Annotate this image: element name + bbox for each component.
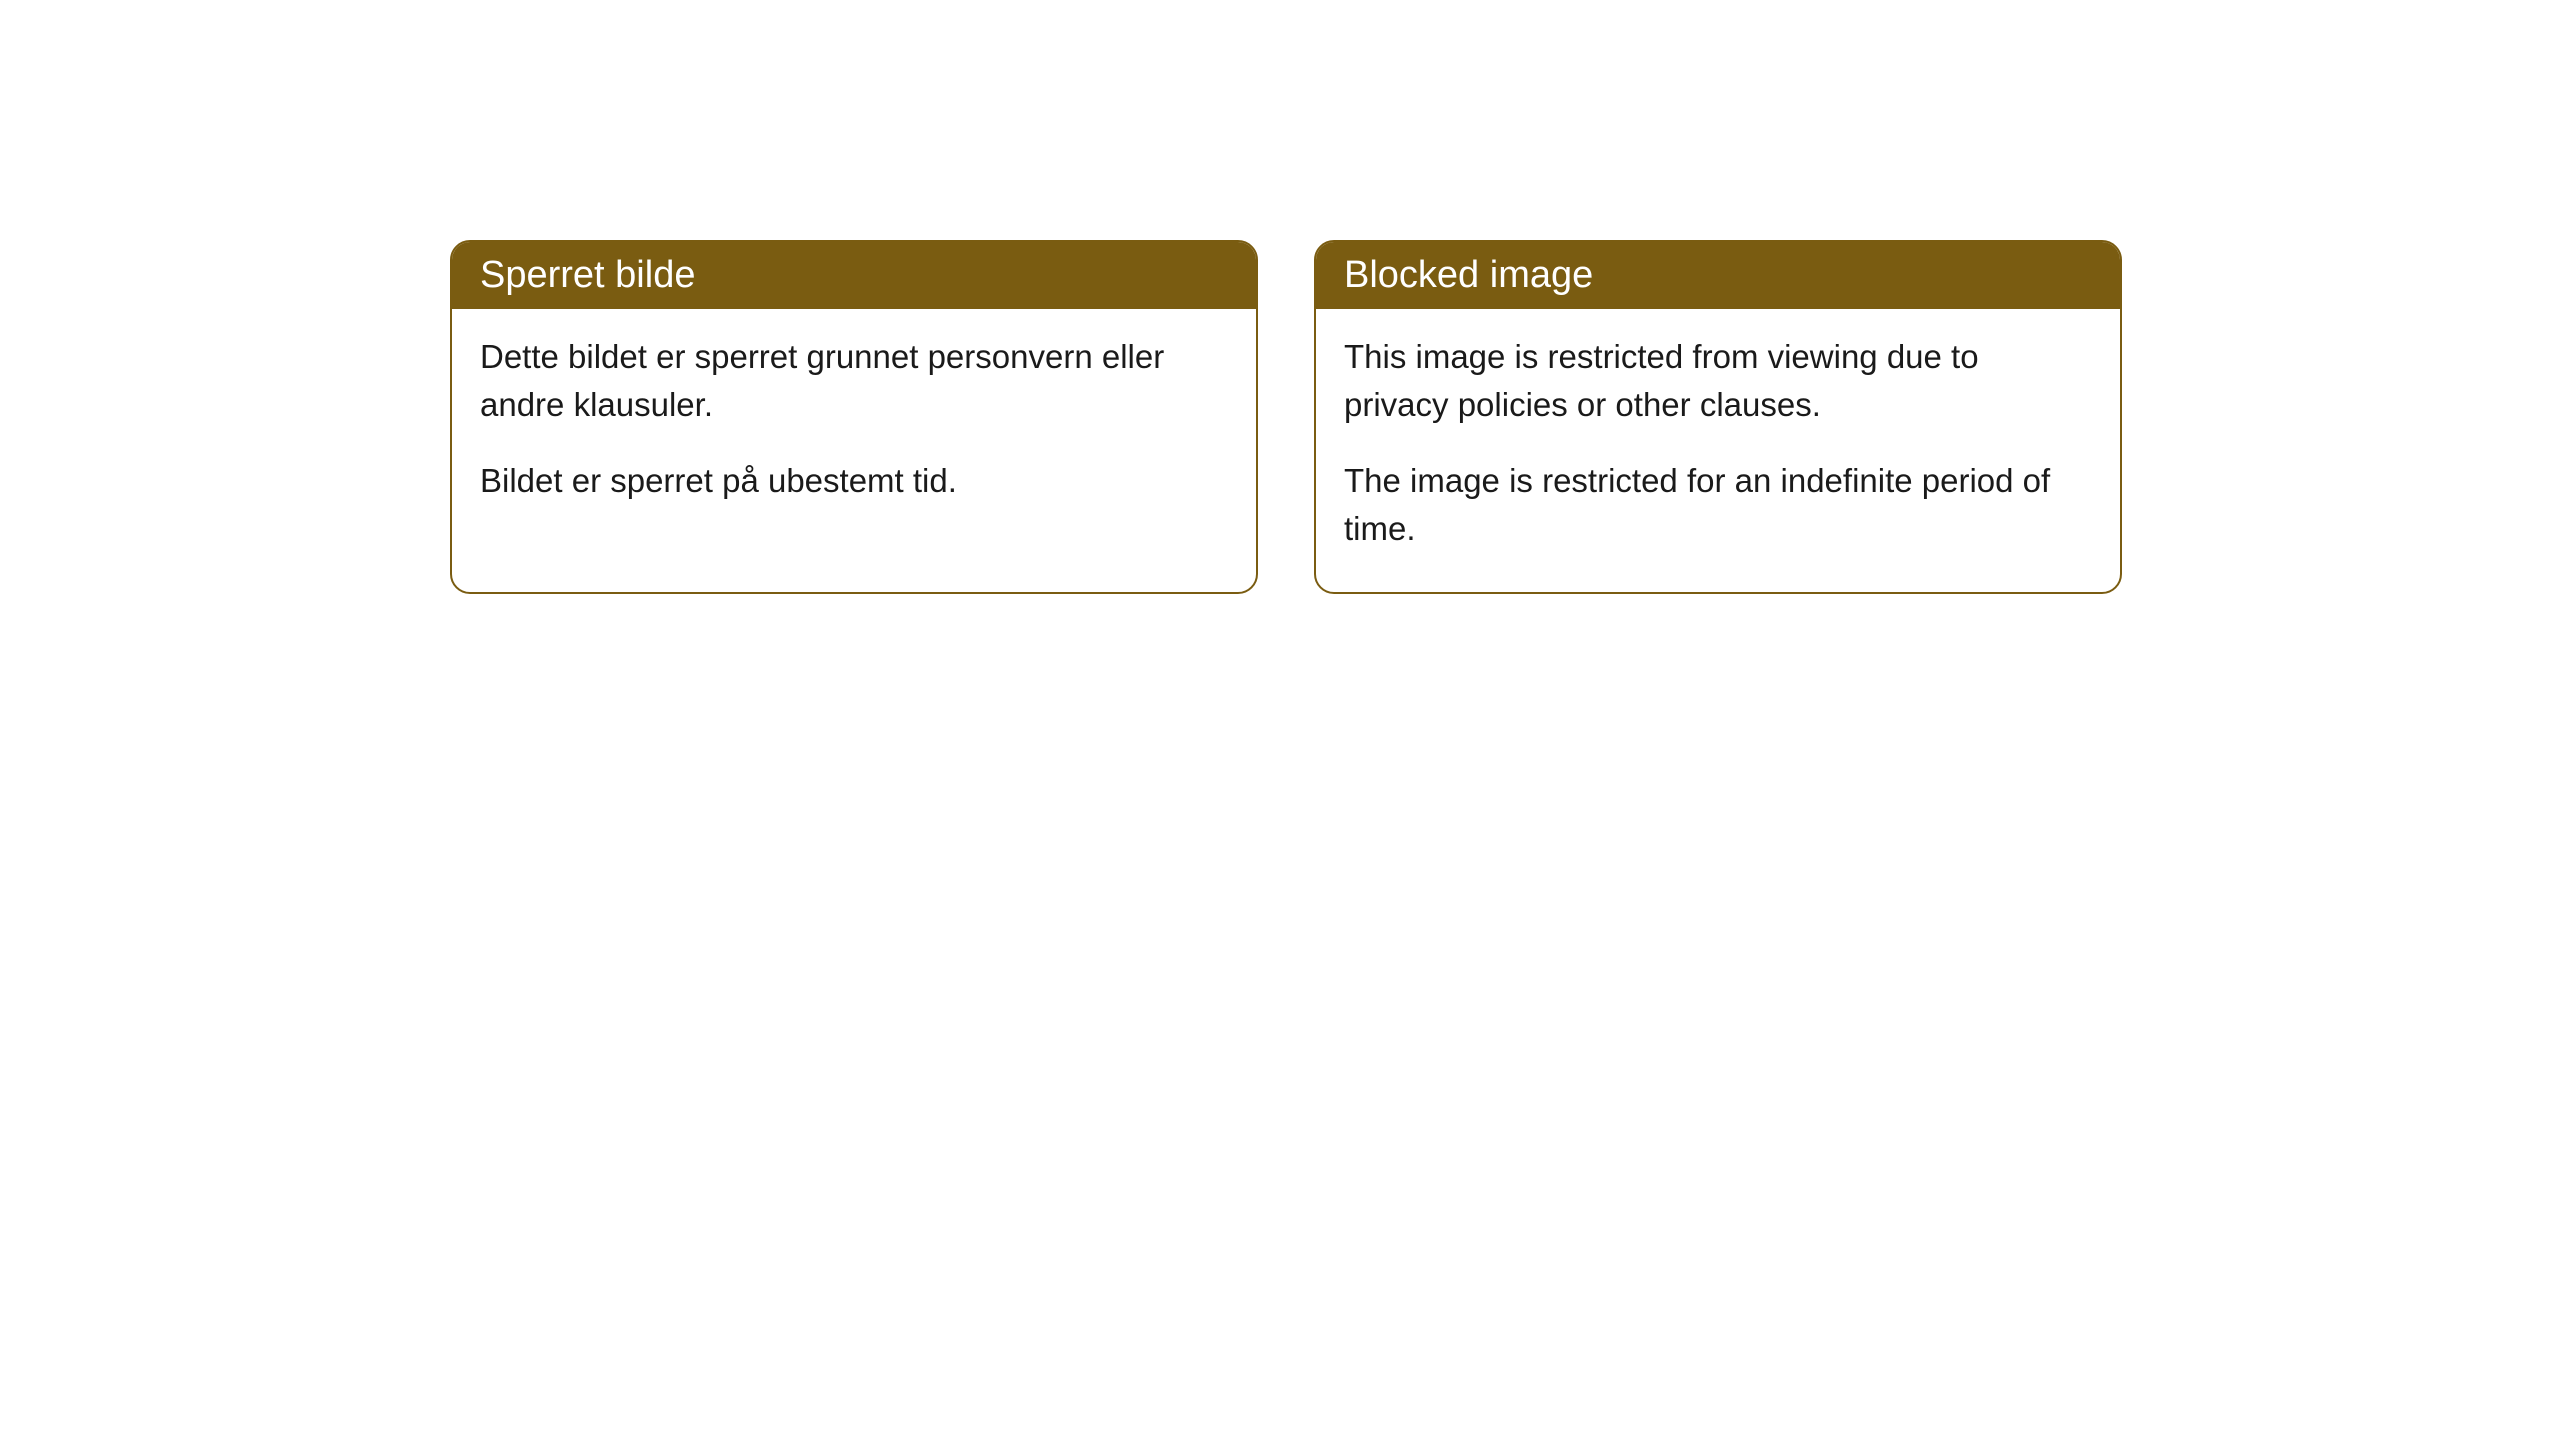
card-body-norwegian: Dette bildet er sperret grunnet personve… <box>452 309 1256 545</box>
card-body-english: This image is restricted from viewing du… <box>1316 309 2120 592</box>
notice-card-norwegian: Sperret bilde Dette bildet er sperret gr… <box>450 240 1258 594</box>
card-paragraph: The image is restricted for an indefinit… <box>1344 457 2092 553</box>
card-header-norwegian: Sperret bilde <box>452 242 1256 309</box>
card-paragraph: This image is restricted from viewing du… <box>1344 333 2092 429</box>
notice-cards-container: Sperret bilde Dette bildet er sperret gr… <box>0 0 2560 594</box>
card-header-english: Blocked image <box>1316 242 2120 309</box>
notice-card-english: Blocked image This image is restricted f… <box>1314 240 2122 594</box>
card-paragraph: Bildet er sperret på ubestemt tid. <box>480 457 1228 505</box>
card-paragraph: Dette bildet er sperret grunnet personve… <box>480 333 1228 429</box>
